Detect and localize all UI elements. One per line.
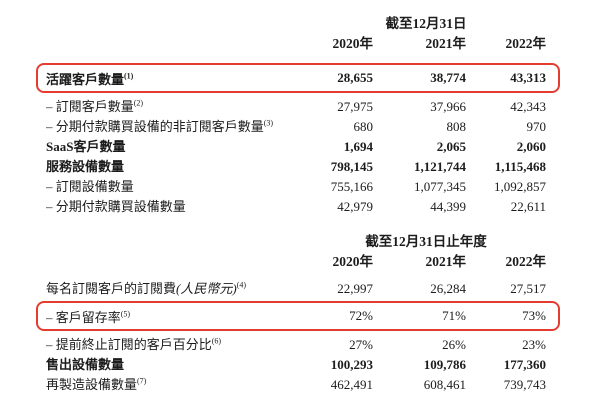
- table-row-customer-retention-rate: – 客戶留存率(5) 72% 71% 73%: [36, 301, 560, 331]
- table-row-active-customers: 活躍客戶數量(1) 28,655 38,774 43,313: [36, 63, 560, 93]
- table-row-subscription-devices: – 訂閱設備數量 755,166 1,077,345 1,092,857: [36, 176, 560, 196]
- row-label: 再製造設備數量(7): [46, 376, 147, 392]
- cell-value-2022: 27,517: [510, 281, 546, 296]
- table-row-remanufactured-devices: 再製造設備數量(7) 462,491 608,461 739,743: [36, 374, 560, 394]
- cell-value-2020: 42,979: [337, 199, 373, 214]
- cell-value-2021: 109,786: [423, 357, 466, 372]
- table-row-saas-customers: SaaS客戶數量 1,694 2,065 2,060: [36, 136, 560, 156]
- footnote-marker: (1): [124, 71, 134, 81]
- cell-value-2020: 72%: [349, 308, 373, 323]
- table1-period-header: 截至12月31日: [385, 16, 467, 31]
- cell-value-2020: 798,145: [330, 159, 373, 174]
- table1-year-2021: 2021年: [425, 36, 467, 51]
- table2-period-header: 截至12月31日止年度: [365, 234, 487, 249]
- cell-value-2022: 970: [526, 119, 547, 134]
- row-label: – 分期付款購買設備的非訂閱客戶數量(3): [46, 118, 274, 134]
- cell-value-2021: 37,966: [430, 99, 466, 114]
- row-label: SaaS客戶數量: [46, 139, 126, 154]
- cell-value-2022: 1,092,857: [494, 179, 546, 194]
- table2-year-2022: 2022年: [505, 254, 547, 269]
- cell-value-2022: 23%: [522, 337, 546, 352]
- row-label: – 訂閱設備數量: [46, 179, 134, 194]
- cell-value-2021: 2,065: [436, 139, 466, 154]
- table2-year-2021: 2021年: [425, 254, 467, 269]
- cell-value-2022: 2,060: [516, 139, 546, 154]
- cell-value-2020: 680: [353, 119, 374, 134]
- table-row-installment-nonsub-customers: – 分期付款購買設備的非訂閱客戶數量(3) 680 808 970: [36, 116, 560, 136]
- row-label: – 客戶留存率(5): [46, 309, 131, 325]
- table2-period-header-row: 截至12月31日止年度: [36, 230, 560, 250]
- cell-value-2021: 26%: [442, 337, 466, 352]
- row-label: 服務設備數量: [46, 159, 125, 174]
- table-row-service-devices: 服務設備數量 798,145 1,121,744 1,115,468: [36, 156, 560, 176]
- row-label: 活躍客戶數量(1): [46, 71, 134, 87]
- cell-value-2020: 27,975: [337, 99, 373, 114]
- footnote-marker: (3): [263, 118, 274, 128]
- table1-period-header-row: 截至12月31日: [36, 12, 560, 32]
- table1-year-2020: 2020年: [332, 36, 374, 51]
- cell-value-2020: 27%: [349, 337, 373, 352]
- cell-value-2022: 1,115,468: [494, 159, 546, 174]
- cell-value-2020: 462,491: [330, 377, 373, 392]
- table1-year-header-row: 2020年 2021年 2022年: [36, 32, 560, 52]
- row-label: 售出設備數量: [46, 357, 125, 372]
- table-row-subscription-customers: – 訂閱客戶數量(2) 27,975 37,966 42,343: [36, 96, 560, 116]
- cell-value-2022: 22,611: [510, 199, 546, 214]
- cell-value-2021: 1,121,744: [414, 159, 466, 174]
- footnote-marker: (6): [211, 336, 222, 346]
- row-label: – 提前終止訂閱的客戶百分比(6): [46, 336, 222, 352]
- row-label: – 分期付款購買設備數量: [46, 199, 186, 214]
- table-row-early-termination-percentage: – 提前終止訂閱的客戶百分比(6) 27% 26% 23%: [36, 334, 560, 354]
- cell-value-2021: 38,774: [430, 70, 466, 85]
- table-row-subscription-fee-per-customer: 每名訂閱客戶的訂閱費(人民幣元)(4) 22,997 26,284 27,517: [36, 278, 560, 298]
- cell-value-2021: 1,077,345: [414, 179, 466, 194]
- cell-value-2021: 608,461: [423, 377, 466, 392]
- row-label: – 訂閱客戶數量(2): [46, 98, 144, 114]
- row-label: 每名訂閱客戶的訂閱費(人民幣元)(4): [46, 280, 247, 296]
- footnote-marker: (2): [133, 98, 144, 108]
- cell-value-2022: 739,743: [503, 377, 546, 392]
- footnote-marker: (5): [120, 309, 131, 319]
- cell-value-2022: 43,313: [510, 70, 546, 85]
- cell-value-2020: 22,997: [337, 281, 373, 296]
- table1-year-2022: 2022年: [505, 36, 547, 51]
- footnote-marker: (7): [137, 376, 147, 386]
- table-row-devices-sold: 售出設備數量 100,293 109,786 177,360: [36, 354, 560, 374]
- table2-year-header-row: 2020年 2021年 2022年: [36, 250, 560, 270]
- cell-value-2021: 808: [446, 119, 467, 134]
- cell-value-2020: 28,655: [337, 70, 373, 85]
- table-row-installment-devices: – 分期付款購買設備數量 42,979 44,399 22,611: [36, 196, 560, 216]
- cell-value-2020: 1,694: [343, 139, 373, 154]
- cell-value-2021: 26,284: [430, 281, 466, 296]
- cell-value-2020: 755,166: [330, 179, 373, 194]
- cell-value-2022: 42,343: [510, 99, 546, 114]
- cell-value-2021: 44,399: [430, 199, 466, 214]
- cell-value-2022: 177,360: [503, 357, 546, 372]
- footnote-marker: (4): [236, 280, 247, 290]
- cell-value-2020: 100,293: [330, 357, 373, 372]
- table2-year-2020: 2020年: [332, 254, 374, 269]
- row-label-italic: (人民幣元): [176, 281, 237, 296]
- cell-value-2021: 71%: [442, 308, 466, 323]
- cell-value-2022: 73%: [522, 308, 546, 323]
